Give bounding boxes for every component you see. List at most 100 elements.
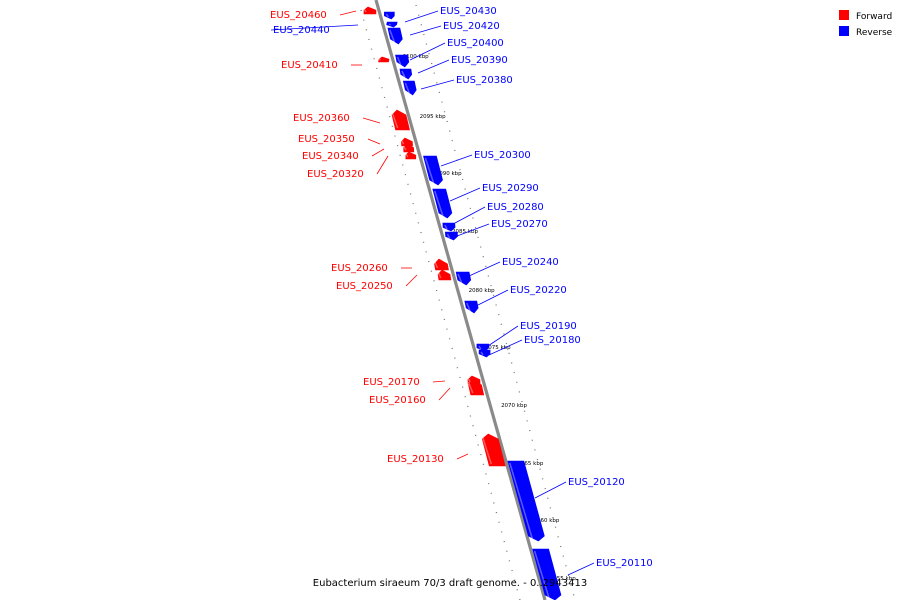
gene-arrow	[445, 231, 458, 241]
gene-highlight	[467, 377, 471, 383]
gene-leader-line	[487, 325, 519, 347]
gene-highlight	[434, 190, 444, 217]
gene-label: EUS_20440	[273, 25, 330, 36]
gene-highlight	[400, 139, 405, 145]
gene-label: EUS_20280	[487, 202, 544, 213]
gene-leader-line	[449, 187, 481, 202]
gene-leader-line	[371, 148, 385, 157]
gene-highlight	[402, 145, 407, 151]
gene-label: EUS_20120	[568, 477, 625, 488]
gene-leader-line	[404, 10, 439, 23]
gene-leader-line	[362, 117, 381, 124]
gene-highlight	[533, 550, 550, 599]
gene-highlight	[385, 13, 389, 18]
gene-arrow	[378, 56, 390, 63]
gene-label: EUS_20390	[451, 55, 508, 66]
gene-arrow	[423, 155, 443, 186]
gene-arrow	[532, 548, 562, 600]
genome-axis	[374, 0, 547, 600]
gene-label: EUS_20290	[482, 183, 539, 194]
gene-arrow	[434, 258, 449, 271]
gene-arrow	[432, 188, 453, 219]
gene-highlight	[437, 271, 442, 279]
gene-highlight	[466, 302, 471, 312]
gene-arrow	[363, 6, 377, 15]
gene-arrow	[455, 271, 472, 286]
reverse-swatch	[839, 26, 849, 36]
legend-forward: Forward	[839, 10, 892, 22]
gene-arrow	[403, 143, 415, 153]
gene-label: EUS_20130	[387, 454, 444, 465]
gene-arrow	[476, 343, 490, 352]
gene-highlight	[424, 157, 435, 184]
gene-highlight	[457, 273, 463, 284]
gene-label: EUS_20170	[363, 377, 420, 388]
gene-arrow	[402, 80, 417, 96]
gene-highlight	[509, 462, 534, 540]
gene-highlight	[444, 224, 448, 230]
gene-arrow	[387, 27, 403, 45]
legend-reverse: Reverse	[839, 26, 892, 38]
gene-leader-line	[475, 289, 509, 307]
gene-highlight	[480, 351, 484, 356]
gene-highlight	[363, 8, 367, 13]
gene-arrow	[437, 269, 452, 281]
axis-tick-label: 2055 kbp	[550, 576, 576, 582]
axis-tick-label: 2065 kbp	[517, 461, 543, 467]
legend-reverse-label: Reverse	[856, 28, 893, 38]
gene-leader-line	[440, 154, 473, 167]
gene-highlight	[388, 23, 392, 26]
gene-highlight	[391, 111, 399, 129]
gene-leader-line	[367, 138, 381, 145]
axis-tick-label: 2095 kbp	[420, 114, 446, 120]
gene-label: EUS_20190	[520, 321, 577, 332]
gene-label: EUS_20410	[281, 60, 338, 71]
gene-leader-line	[534, 481, 567, 499]
gene-label: EUS_20220	[510, 285, 567, 296]
right-tick-rail	[415, 4, 576, 600]
gene-leader-line	[270, 24, 359, 31]
gene-label: EUS_20160	[369, 395, 426, 406]
gene-label: EUS_20110	[596, 558, 653, 569]
gene-label: EUS_20430	[440, 6, 497, 17]
gene-arrow	[468, 379, 485, 396]
genome-caption: Eubacterium siraeum 70/3 draft genome. -…	[312, 578, 588, 589]
gene-arrow	[391, 109, 410, 131]
gene-label: EUS_20360	[293, 113, 350, 124]
axis-tick-label: 2090 kbp	[436, 171, 462, 177]
axis-tick-label: 2085 kbp	[452, 229, 478, 235]
gene-leader-line	[420, 79, 455, 90]
gene-leader-line	[468, 261, 501, 277]
gene-label: EUS_20350	[298, 134, 355, 145]
gene-label: EUS_20260	[331, 263, 388, 274]
gene-label: EUS_20460	[270, 10, 327, 21]
forward-swatch	[839, 10, 849, 20]
gene-leader-line	[456, 223, 490, 237]
gene-label: EUS_20340	[302, 151, 359, 162]
gene-label: EUS_20320	[307, 169, 364, 180]
gene-leader-line	[405, 274, 418, 287]
gene-highlight	[404, 82, 410, 94]
gene-highlight	[405, 153, 409, 158]
gene-label: EUS_20180	[524, 335, 581, 346]
gene-arrow	[386, 21, 398, 28]
gene-leader-line	[567, 562, 595, 576]
gene-arrow	[464, 300, 479, 314]
axis-tick-label: 2070 kbp	[501, 403, 527, 409]
gene-leader-line	[456, 453, 469, 460]
gene-leader-line	[454, 206, 486, 224]
gene-highlight	[446, 233, 451, 239]
gene-leader-line	[409, 25, 442, 36]
gene-label: EUS_20240	[502, 257, 559, 268]
gene-leader-line	[376, 155, 389, 175]
gene-highlight	[433, 260, 439, 269]
gene-highlight	[467, 381, 474, 394]
gene-label: EUS_20380	[456, 75, 513, 86]
legend-forward-label: Forward	[856, 12, 893, 22]
gene-label: EUS_20270	[491, 219, 548, 230]
gene-arrow	[395, 54, 410, 68]
gene-leader-line	[438, 387, 451, 401]
gene-highlight	[401, 70, 406, 78]
